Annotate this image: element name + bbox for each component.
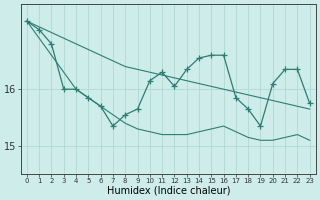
X-axis label: Humidex (Indice chaleur): Humidex (Indice chaleur) — [107, 186, 230, 196]
